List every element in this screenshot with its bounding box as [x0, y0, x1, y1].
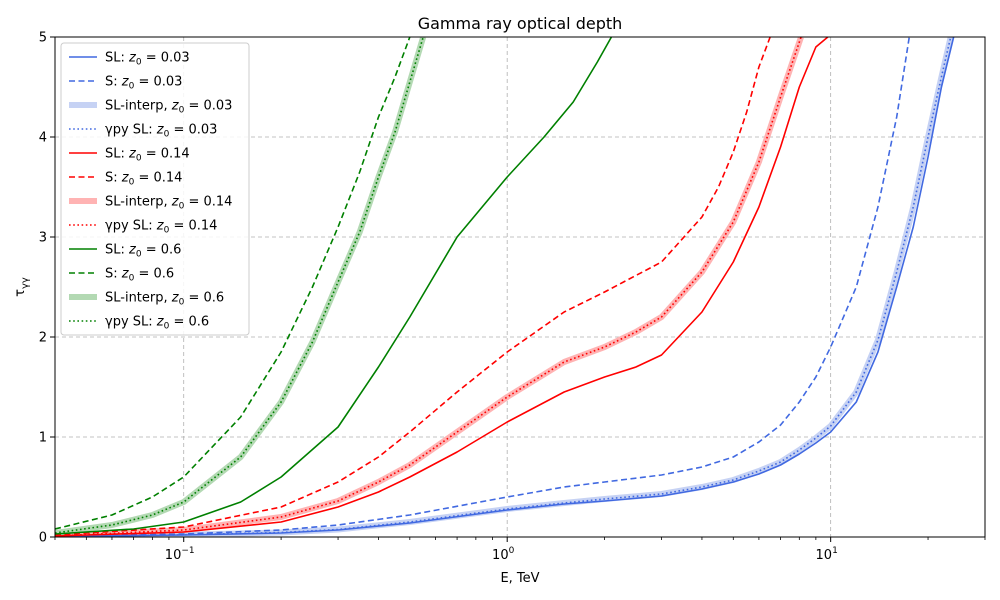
- series-line-sl-z0-0-03: [55, 37, 955, 537]
- x-axis-label: E, TeV: [500, 571, 539, 586]
- legend-box: [60, 42, 250, 336]
- legend-entry: SL: z0 = 0.03: [69, 51, 190, 68]
- series-layer: [55, 37, 955, 537]
- y-tick-label: 1: [39, 431, 47, 446]
- series-line-sl-z0-0-14: [55, 37, 829, 537]
- series-line-s-z0-0-03: [55, 37, 911, 537]
- legend-entry: γpy SL: z0 = 0.03: [69, 123, 217, 140]
- legend-entry: γpy SL: z0 = 0.14: [69, 219, 217, 236]
- series-line-sl-z0-0-6: [55, 37, 613, 535]
- legend-entry: SL: z0 = 0.14: [69, 147, 190, 164]
- legend-label: S: z0 = 0.14: [105, 171, 182, 188]
- plot-frame: [54, 36, 986, 538]
- legend-label: γpy SL: z0 = 0.03: [105, 123, 217, 140]
- legend-entry: SL-interp, z0 = 0.03: [69, 99, 232, 116]
- legend-label: S: z0 = 0.6: [105, 267, 174, 284]
- legend-label: γpy SL: z0 = 0.6: [105, 315, 209, 332]
- y-tick-label: 2: [39, 331, 47, 346]
- legend-entry: S: z0 = 0.14: [69, 171, 182, 188]
- y-tick-label: 3: [39, 231, 47, 246]
- series-line-sl-interp-z0-0-03: [55, 37, 954, 537]
- x-tick-label: 100: [492, 546, 515, 563]
- y-tick-label: 5: [39, 31, 47, 46]
- legend-label: SL: z0 = 0.6: [105, 243, 181, 260]
- y-axis-label: τγγ: [13, 277, 31, 297]
- legend-entry: γpy SL: z0 = 0.6: [69, 315, 209, 332]
- y-tick-label: 0: [39, 531, 47, 546]
- legend-entry: SL: z0 = 0.6: [69, 243, 181, 260]
- series-line-sl-interp-z0-0-14: [55, 37, 804, 537]
- legend-entry: SL-interp, z0 = 0.14: [69, 195, 232, 212]
- series-line-s-z0-0-6: [55, 37, 411, 530]
- legend: SL: z0 = 0.03 S: z0 = 0.03 SL-interp, z0 =…: [60, 42, 250, 336]
- x-tick-label: 10−1: [165, 546, 195, 563]
- legend-entry: S: z0 = 0.03: [69, 75, 182, 92]
- legend-label: S: z0 = 0.03: [105, 75, 182, 92]
- legend-label: SL-interp, z0 = 0.03: [105, 99, 232, 116]
- legend-entry: S: z0 = 0.6: [69, 267, 174, 284]
- legend-label: γpy SL: z0 = 0.14: [105, 219, 217, 236]
- x-tick-label: 101: [816, 546, 838, 563]
- legend-entry: SL-interp, z0 = 0.6: [69, 291, 224, 308]
- y-tick-label: 4: [39, 131, 47, 146]
- chart-title: Gamma ray optical depth: [418, 14, 623, 33]
- series-line-s-z0-0-14: [55, 37, 771, 536]
- legend-label: SL-interp, z0 = 0.14: [105, 195, 232, 212]
- legend-label: SL: z0 = 0.03: [105, 51, 190, 68]
- series-line-py-sl-z0-0-6: [55, 37, 424, 534]
- legend-label: SL-interp, z0 = 0.6: [105, 291, 224, 308]
- legend-label: SL: z0 = 0.14: [105, 147, 190, 164]
